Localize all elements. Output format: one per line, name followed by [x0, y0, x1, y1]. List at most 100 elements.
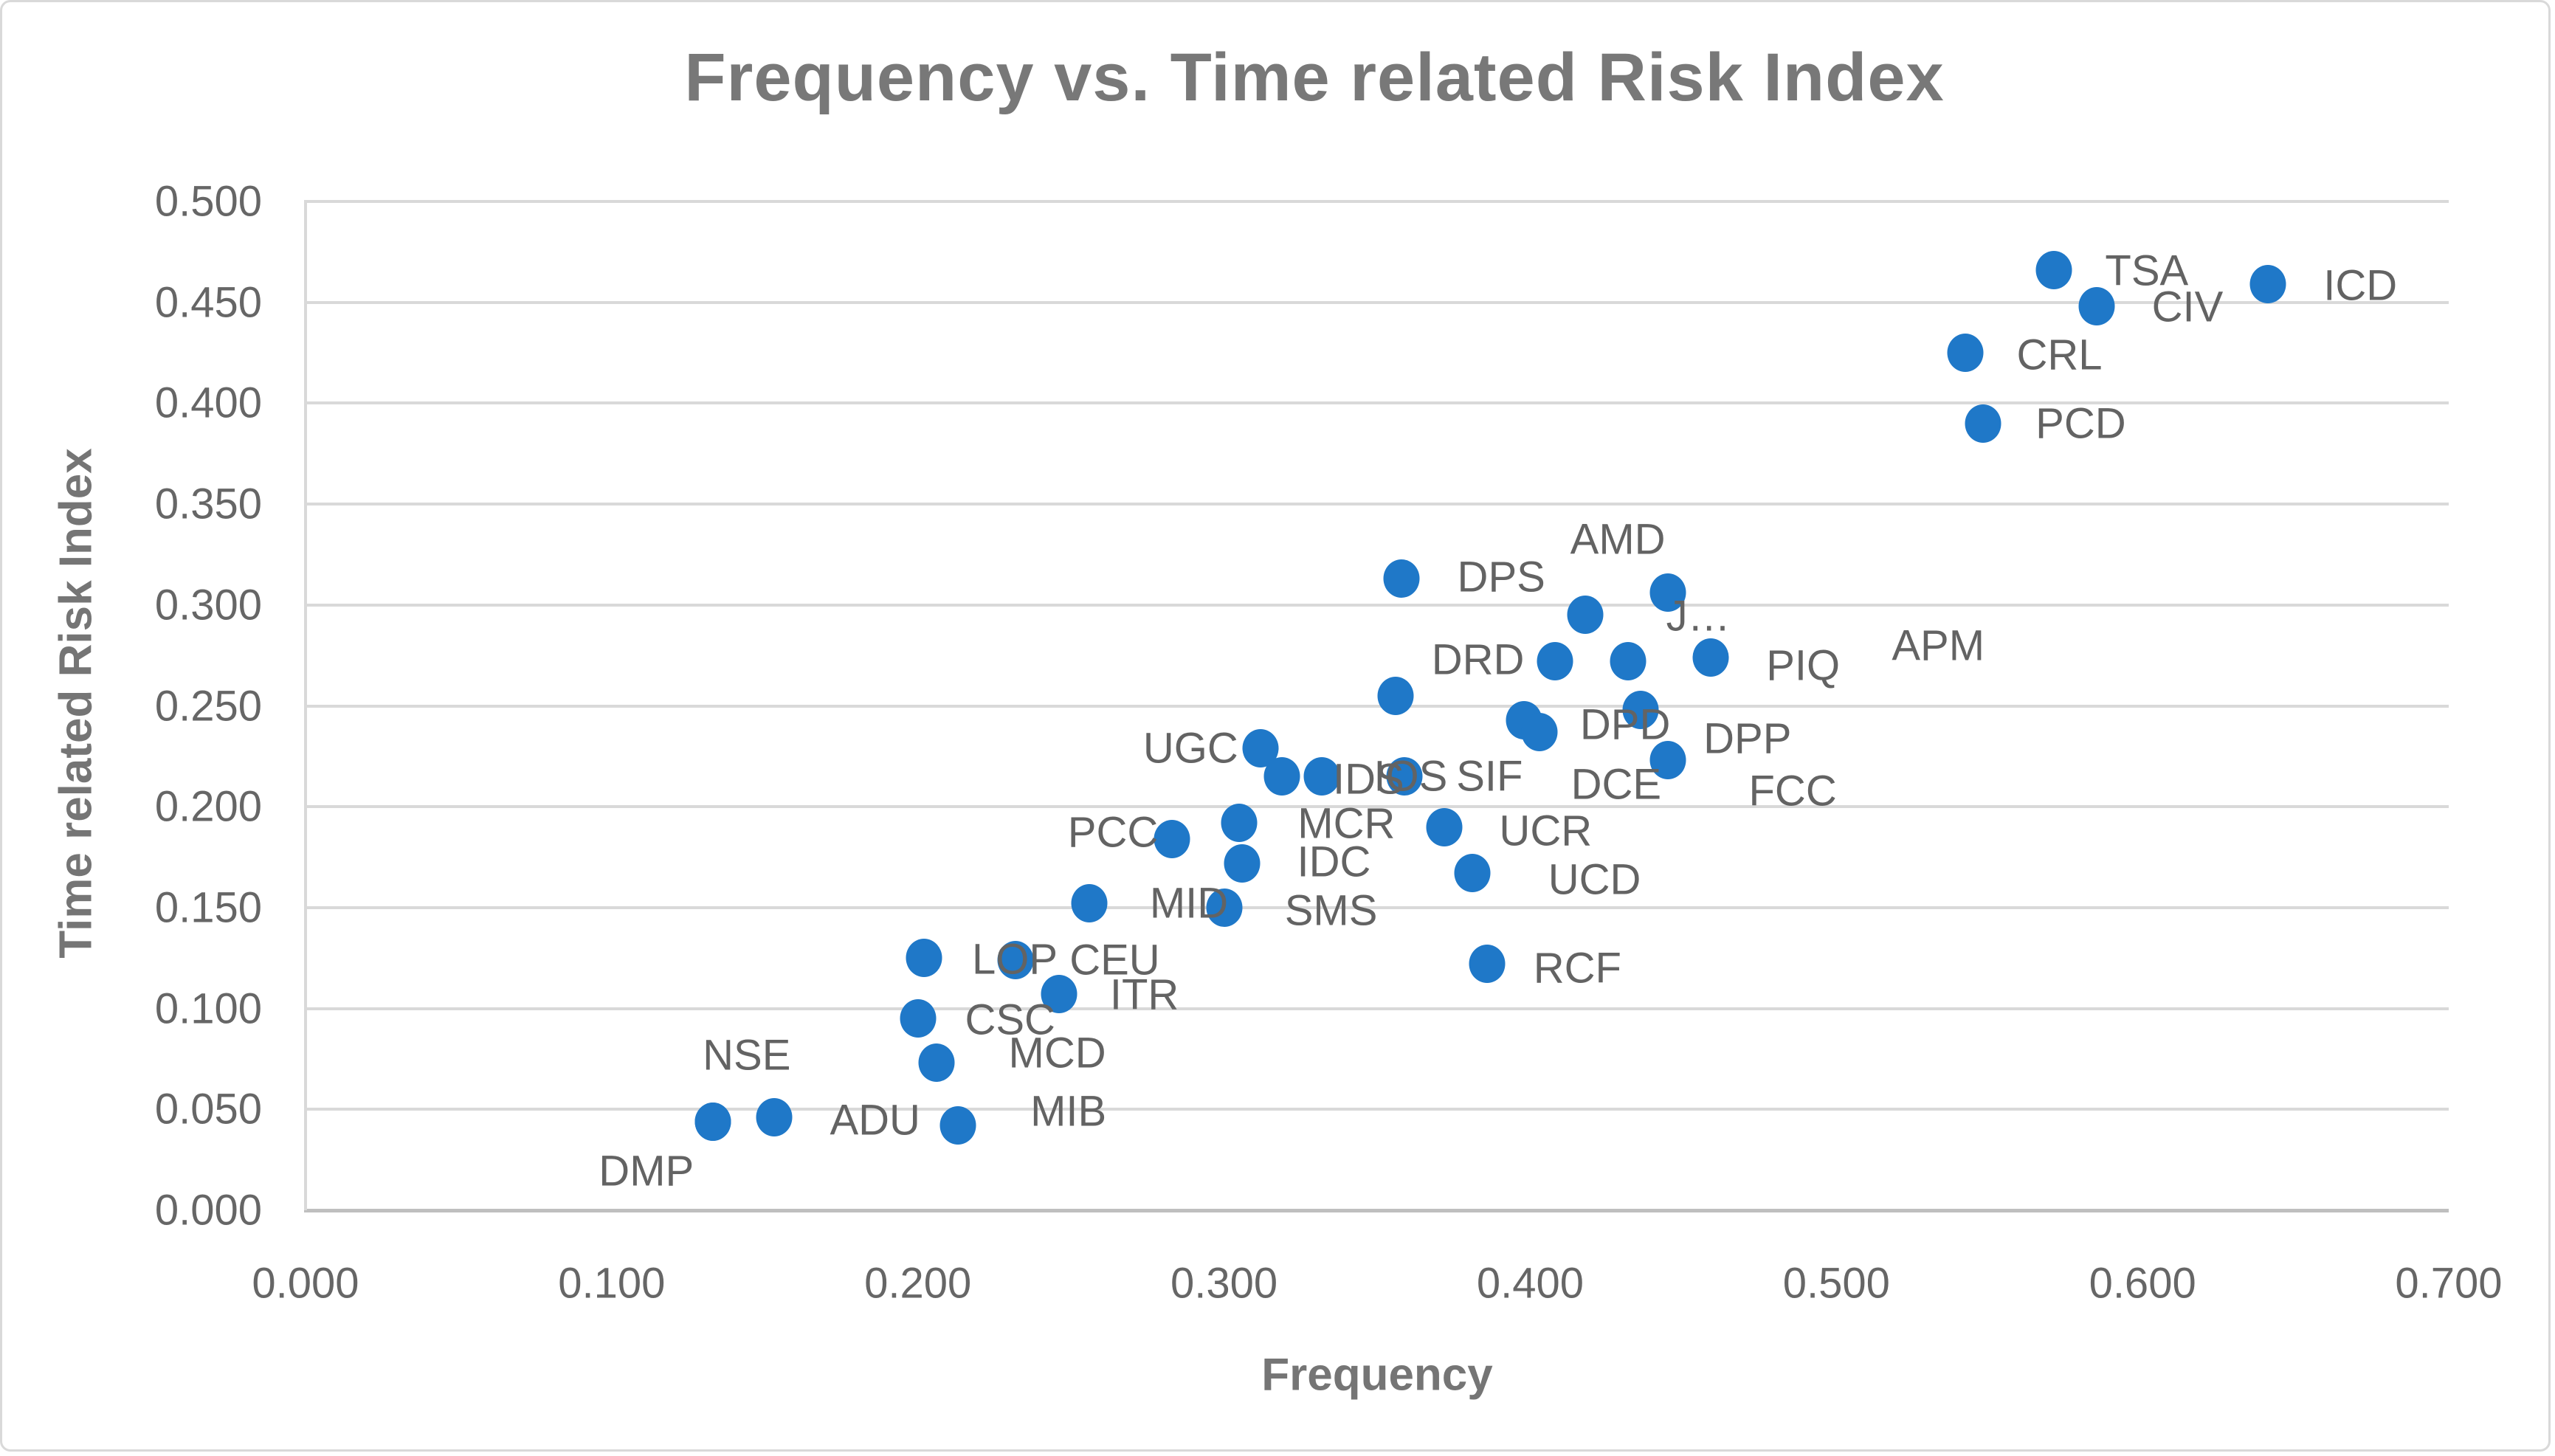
- gridline-y-0.050: [306, 1108, 2449, 1111]
- data-point-label: CIV: [2151, 283, 2224, 331]
- data-point-label: IDS: [1333, 755, 1404, 804]
- data-point-DMP[interactable]: [694, 1102, 731, 1141]
- x-tick-label: 0.300: [1170, 1259, 1278, 1308]
- data-point-label: DMP: [599, 1147, 694, 1195]
- y-tick-label: 0.350: [154, 480, 262, 528]
- gridline-y-0.200: [306, 805, 2449, 809]
- data-point-IOS[interactable]: [1303, 757, 1340, 796]
- data-point-MID[interactable]: [1071, 884, 1108, 923]
- data-point-CEU[interactable]: [997, 940, 1034, 979]
- data-point-label: ADU: [830, 1096, 920, 1145]
- x-axis-title: Frequency: [1261, 1349, 1493, 1401]
- data-point-CSC[interactable]: [900, 999, 937, 1038]
- data-point-label: MCD: [1008, 1029, 1106, 1077]
- gridline-y-0.450: [306, 300, 2449, 304]
- y-tick-label: 0.250: [154, 682, 262, 730]
- data-point-label: UCR: [1499, 807, 1593, 855]
- y-tick-label: 0.400: [154, 379, 262, 427]
- data-point-APM[interactable]: [1610, 642, 1647, 681]
- y-tick-label: 0.300: [154, 581, 262, 629]
- data-point-label: PIQ: [1766, 641, 1841, 690]
- data-point-label: DPP: [1703, 714, 1792, 763]
- gridline-y-0.150: [306, 905, 2449, 909]
- data-point-label: SIF: [1456, 752, 1523, 801]
- chart-title: Frequency vs. Time related Risk Index: [684, 40, 1945, 115]
- data-point-PCC[interactable]: [1154, 819, 1190, 858]
- data-point-label: CEU: [1069, 936, 1160, 984]
- data-point-DPS[interactable]: [1383, 559, 1420, 598]
- data-point-ITR[interactable]: [1041, 975, 1077, 1014]
- data-point-MCD[interactable]: [918, 1043, 955, 1083]
- data-point-label: PCD: [2035, 399, 2126, 448]
- data-point-label: UGC: [1142, 724, 1238, 773]
- y-tick-label: 0.200: [154, 782, 262, 831]
- data-point-label: RCF: [1533, 944, 1621, 993]
- data-point-MCR[interactable]: [1221, 804, 1258, 843]
- data-point-label: DPD: [1579, 700, 1671, 749]
- data-point-label: DPS: [1457, 553, 1545, 601]
- data-point-UCR[interactable]: [1426, 807, 1463, 846]
- data-point-label: ICD: [2323, 261, 2398, 310]
- x-tick-label: 0.500: [1782, 1259, 1890, 1308]
- y-tick-label: 0.500: [154, 177, 262, 226]
- data-point-LOP[interactable]: [906, 939, 942, 978]
- x-tick-label: 0.100: [558, 1259, 666, 1308]
- data-point-label: LOP: [971, 935, 1058, 984]
- data-point-label: IDC: [1297, 838, 1371, 886]
- data-point-label: MCR: [1297, 799, 1396, 848]
- y-axis-line: [304, 200, 307, 1210]
- data-point-ICD[interactable]: [2249, 265, 2286, 304]
- data-point-SIF[interactable]: [1386, 757, 1423, 796]
- data-point-label: CRL: [2016, 331, 2103, 379]
- data-point-label: ITR: [1109, 970, 1179, 1019]
- gridline-y-0.300: [306, 603, 2449, 607]
- data-point-label: DRD: [1431, 635, 1525, 684]
- data-point-J[interactable]: [1649, 573, 1686, 613]
- gridline-y-0.500: [306, 200, 2449, 203]
- y-tick-label: 0.450: [154, 278, 262, 327]
- data-point-IDS[interactable]: [1263, 757, 1300, 796]
- data-point-IDC[interactable]: [1224, 843, 1261, 883]
- data-point-label: NSE: [703, 1031, 791, 1080]
- data-point-AMD[interactable]: [1567, 596, 1604, 635]
- gridline-y-0.250: [306, 704, 2449, 708]
- data-point-PCD[interactable]: [1965, 404, 2001, 443]
- data-point-label: AMD: [1570, 515, 1666, 564]
- data-point-CIV[interactable]: [2078, 287, 2115, 326]
- data-point-label: APM: [1892, 621, 1985, 670]
- data-point[interactable]: [1377, 676, 1414, 715]
- data-point-label: SMS: [1284, 886, 1378, 935]
- y-tick-label: 0.050: [154, 1085, 262, 1134]
- data-point-CRL[interactable]: [1947, 334, 1984, 373]
- data-point-UCD[interactable]: [1454, 854, 1491, 893]
- data-point-label: J…: [1666, 592, 1731, 641]
- data-point-ADU[interactable]: [756, 1098, 793, 1137]
- data-point-DPP[interactable]: [1622, 690, 1659, 729]
- y-tick-label: 0.100: [154, 984, 262, 1033]
- gridline-y-0.100: [306, 1007, 2449, 1010]
- data-point-label: PCC: [1067, 808, 1159, 857]
- data-point-SMS[interactable]: [1206, 888, 1243, 927]
- gridline-y-0.350: [306, 503, 2449, 506]
- data-point-MIB[interactable]: [939, 1106, 976, 1145]
- data-point-label: DCE: [1570, 760, 1662, 809]
- data-point-PIQ[interactable]: [1692, 638, 1729, 677]
- x-tick-label: 0.600: [2089, 1259, 2196, 1308]
- data-point-label: CSC: [965, 996, 1055, 1044]
- x-tick-label: 0.700: [2395, 1259, 2503, 1308]
- data-point-RCF[interactable]: [1469, 945, 1506, 984]
- data-point-label: UCD: [1548, 855, 1641, 904]
- data-point-label: TSA: [2105, 246, 2189, 295]
- data-point-label: FCC: [1748, 767, 1837, 815]
- data-point-label: IOS: [1373, 752, 1448, 801]
- x-tick-label: 0.200: [864, 1259, 972, 1308]
- x-tick-label: 0.000: [252, 1259, 359, 1308]
- data-point-DCE[interactable]: [1521, 713, 1558, 752]
- data-point-label: MIB: [1030, 1087, 1107, 1136]
- data-point-TSA[interactable]: [2035, 250, 2072, 289]
- data-point-FCC[interactable]: [1649, 741, 1686, 780]
- data-point-DRD[interactable]: [1537, 642, 1573, 681]
- y-tick-label: 0.150: [154, 883, 262, 932]
